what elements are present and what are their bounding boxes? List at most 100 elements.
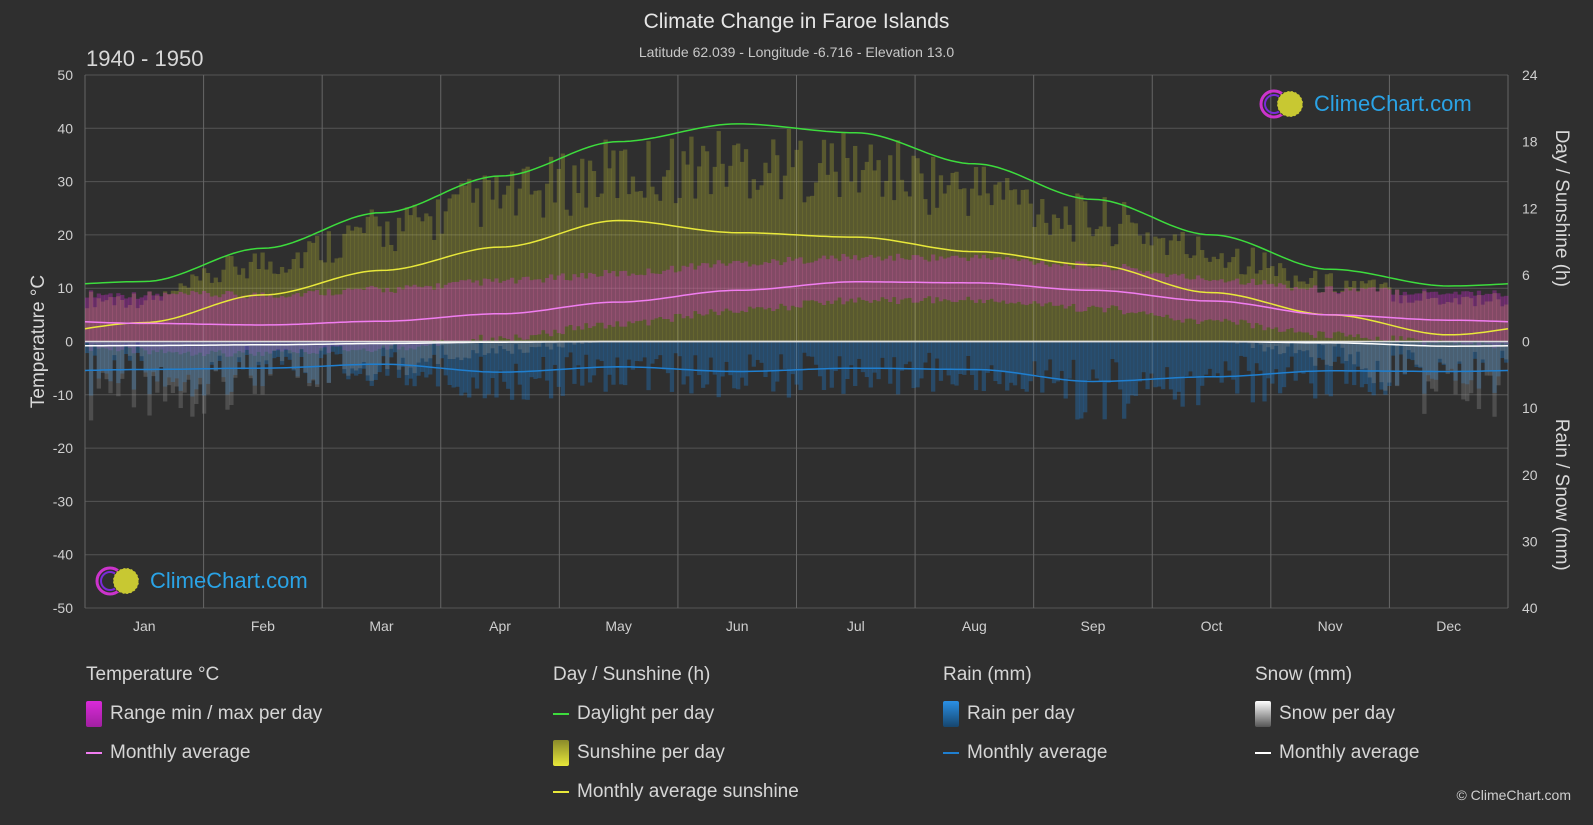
legend-label: Monthly average — [967, 742, 1108, 763]
temp-range-bar — [490, 281, 495, 338]
rain-bar — [1200, 341, 1205, 386]
sunshine-bar — [1504, 304, 1509, 342]
rain-bar — [1118, 341, 1123, 390]
x-tick-label: Feb — [251, 618, 275, 634]
temp-range-bar — [525, 276, 530, 340]
sunshine-bar — [1418, 300, 1423, 342]
sunshine-bar — [1079, 195, 1084, 342]
temp-range-bar — [1106, 266, 1111, 308]
temp-range-bar — [311, 291, 316, 353]
sunshine-bar — [147, 291, 152, 342]
sunshine-bar — [1344, 280, 1349, 342]
rain-bar — [931, 341, 936, 392]
sunshine-bar — [1141, 243, 1146, 342]
temp-range-bar — [96, 293, 101, 349]
temp-range-bar — [884, 258, 889, 300]
temp-range-bar — [1028, 261, 1033, 304]
temp-range-bar — [240, 295, 246, 353]
rain-bar — [112, 341, 117, 361]
snow-bar — [447, 341, 452, 359]
sunshine-bar — [1250, 247, 1255, 342]
temp-range-bar — [1203, 280, 1209, 321]
temp-range-bar — [541, 282, 546, 331]
rain-bar — [123, 341, 129, 355]
sunshine-bar — [474, 188, 480, 342]
sunshine-bar — [923, 199, 928, 342]
rain-bar — [1188, 341, 1193, 372]
rain-bar — [1289, 341, 1294, 357]
logo-top[interactable]: ClimeChart.com — [1258, 88, 1472, 120]
temp-range-bar — [1211, 279, 1217, 321]
temp-range-bar — [860, 257, 866, 300]
temp-range-bar — [1168, 274, 1174, 319]
sunshine-bar — [798, 140, 803, 342]
sunshine-bar — [1289, 287, 1294, 342]
x-tick-label: Jan — [133, 618, 156, 634]
snow-bar — [151, 341, 156, 377]
rain-bar — [486, 341, 491, 395]
snow-bar — [159, 341, 164, 368]
sunshine-bar — [704, 151, 710, 342]
temp-range-bar — [1496, 293, 1501, 346]
rain-bar — [1367, 341, 1372, 392]
sunshine-bar — [599, 193, 604, 342]
snow-bar — [279, 341, 285, 362]
temp-range-bar — [790, 260, 795, 306]
temp-range-bar — [248, 294, 254, 354]
sunshine-bar — [1102, 197, 1107, 342]
snow-bar — [96, 341, 101, 389]
rain-bar — [221, 341, 226, 378]
sunshine-bar — [665, 170, 671, 342]
sunshine-bar — [120, 300, 125, 342]
rain-bar — [338, 341, 343, 354]
temp-range-bar — [509, 277, 515, 341]
sunshine-bar — [1445, 302, 1450, 342]
copyright[interactable]: © ClimeChart.com — [1456, 787, 1571, 803]
rain-bar — [743, 341, 749, 386]
sunshine-bar — [626, 194, 632, 342]
temp-range-bar — [1044, 264, 1049, 304]
sunshine-bar — [295, 252, 300, 342]
temp-range-bar — [318, 294, 324, 349]
rain-bar — [354, 341, 359, 376]
sunshine-bar — [1457, 304, 1462, 342]
rain-bar — [794, 341, 799, 385]
sunshine-bar — [634, 191, 640, 342]
rain-bar — [1504, 341, 1509, 363]
temp-range-bar — [1410, 294, 1415, 339]
snow-bar — [470, 341, 476, 351]
sunshine-bar — [642, 197, 647, 342]
rain-bar — [482, 341, 487, 399]
temp-range-bar — [782, 262, 788, 306]
temp-range-bar — [1441, 294, 1447, 341]
sunshine-bar — [1012, 189, 1018, 342]
temp-range-bar — [1437, 294, 1443, 341]
temp-range-bar — [1118, 267, 1123, 311]
rain-bar — [346, 341, 351, 380]
y-right-bottom-axis-title: Rain / Snow (mm) — [1551, 419, 1572, 571]
sunshine-bar — [506, 185, 511, 342]
temp-range-bar — [724, 265, 729, 309]
rain-bar — [295, 341, 300, 377]
rain-bar — [252, 341, 257, 386]
sunshine-bar — [1133, 223, 1139, 342]
snow-bar — [291, 341, 296, 370]
temp-range-bar — [786, 256, 792, 311]
y-left-tick-label: 20 — [57, 227, 73, 243]
snow-bar — [1476, 341, 1482, 410]
sunshine-bar — [954, 171, 959, 342]
temp-range-bar — [1188, 279, 1193, 319]
sunshine-bar — [1277, 263, 1283, 342]
sunshine-bar — [396, 217, 402, 342]
snow-bar — [1340, 341, 1345, 348]
rain-bar — [155, 341, 160, 382]
sunshine-bar — [638, 191, 643, 342]
sunshine-bar — [1461, 297, 1466, 342]
sunshine-bar — [1051, 214, 1057, 342]
sunshine-bar — [989, 205, 994, 342]
sunshine-bar — [194, 276, 199, 342]
logo-bottom[interactable]: ClimeChart.com — [94, 565, 308, 597]
snow-bar — [1484, 341, 1489, 376]
rain-bar — [829, 341, 834, 388]
rain-bar — [759, 341, 764, 363]
